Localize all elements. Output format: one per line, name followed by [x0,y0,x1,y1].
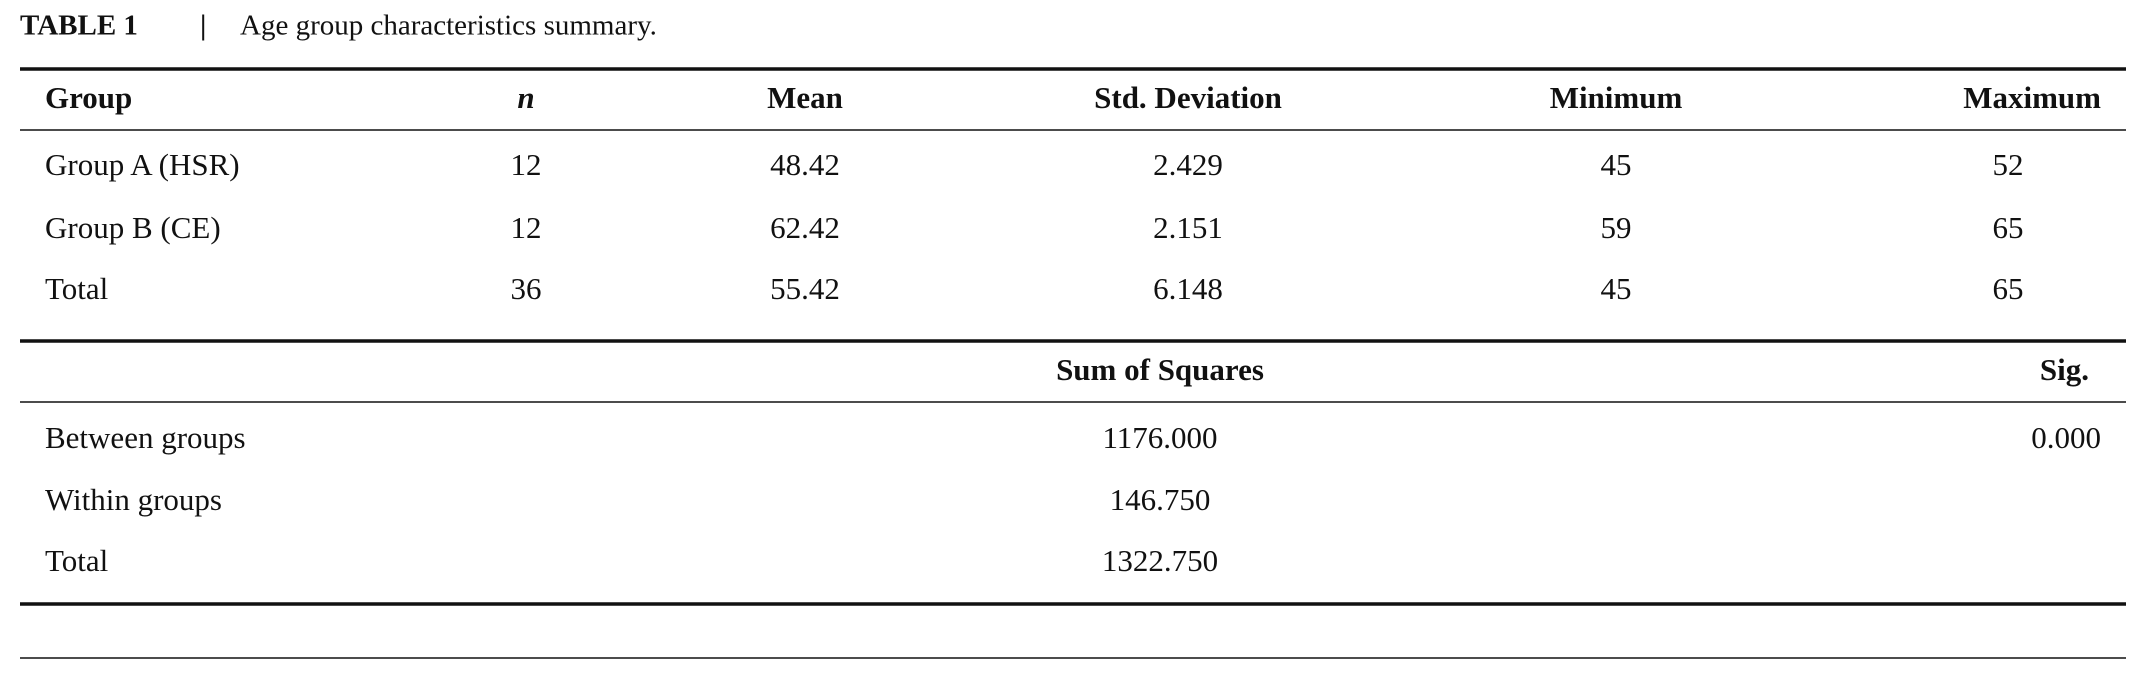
cell: 59 [1601,210,1632,245]
column-header: Sig. [2040,352,2089,387]
row-label: Group B (CE) [45,210,221,245]
column-header: Group [45,80,132,115]
cell: 65 [1993,210,2024,245]
cell: 52 [1993,147,2024,182]
cell: 55.42 [770,271,840,306]
column-header: Sum of Squares [1056,352,1264,387]
cell: 1322.750 [1102,543,1218,578]
row-label: Group A (HSR) [45,147,240,182]
cell: 6.148 [1153,271,1223,306]
cell: 1176.000 [1102,420,1217,455]
column-header: Maximum [1963,80,2101,115]
cell: 45 [1601,147,1632,182]
rules [20,67,2126,659]
cell: 36 [511,271,542,306]
column-header: Mean [767,80,843,115]
row-label: Within groups [45,482,222,517]
cell: 65 [1993,271,2024,306]
cell: 45 [1601,271,1632,306]
row-label: Total [45,271,108,306]
row-label: Total [45,543,108,578]
column-header: Minimum [1550,80,1683,115]
cell: 0.000 [2031,420,2101,455]
caption-separator: | [200,10,206,42]
cell: 2.429 [1153,147,1223,182]
cell: 62.42 [770,210,840,245]
caption-label: TABLE 1 [20,10,138,42]
column-header: Std. Deviation [1094,80,1282,115]
cell: 2.151 [1153,210,1223,245]
cell: 48.42 [770,147,840,182]
cell: 12 [511,147,542,182]
row-label: Between groups [45,420,246,455]
caption-text: Age group characteristics summary. [240,10,657,42]
column-header: n [517,80,534,115]
cell: 146.750 [1110,482,1211,517]
cell: 12 [511,210,542,245]
